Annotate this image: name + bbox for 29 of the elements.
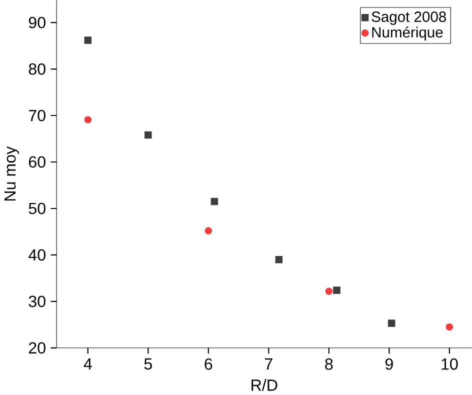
y-tick-label: 60 (28, 156, 46, 168)
point (333, 286, 340, 294)
point (84, 116, 92, 124)
y-tick-label: 40 (28, 249, 46, 260)
x-axis-title: R/D (252, 378, 278, 391)
point (446, 323, 454, 330)
point (84, 36, 92, 44)
point (325, 287, 333, 295)
point (204, 226, 212, 234)
y-tick-label: 70 (28, 110, 46, 122)
x-tick-label: 4 (84, 358, 92, 370)
x-tick-label: 8 (325, 358, 333, 370)
x-tick-label: 7 (265, 358, 272, 370)
y-tick-label: 80 (28, 63, 46, 75)
point (210, 198, 218, 205)
legend-label: Sagot 2008 (372, 11, 446, 25)
y-tick-label: 20 (28, 342, 46, 354)
x-tick-label: 6 (204, 358, 212, 370)
point (275, 256, 283, 264)
x-tick-label: 9 (385, 358, 393, 370)
x-tick-label: 10 (442, 358, 458, 370)
y-tick-label: 30 (28, 296, 46, 307)
point (144, 131, 152, 138)
y-tick-label: 90 (28, 16, 46, 28)
point (388, 319, 396, 327)
y-axis-title: Nu moy (4, 146, 19, 200)
x-tick-label: 5 (144, 358, 152, 370)
legend-label: Numérique (372, 26, 443, 40)
y-tick-label: 50 (28, 202, 46, 214)
